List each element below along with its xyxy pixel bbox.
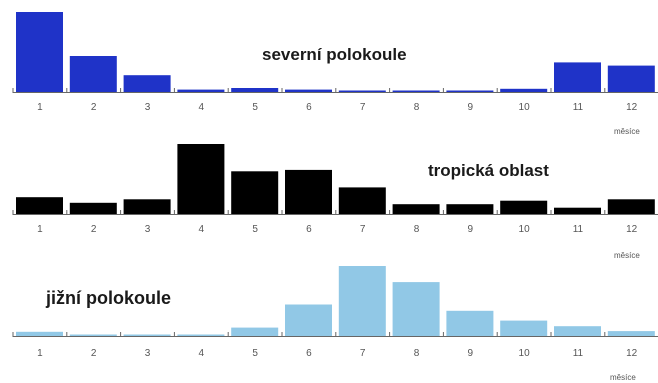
tick-label-south-7: 7 xyxy=(360,348,366,359)
tick-label-south-1: 1 xyxy=(37,348,43,359)
chart-south: jižní polokoule měsíce 1 2 3 4 5 6 7 8 9 10 11 12 xyxy=(12,266,658,382)
bar-south-2 xyxy=(69,334,117,336)
bar-south-9 xyxy=(446,310,494,336)
bar-tropics-12 xyxy=(607,199,655,214)
bar-tropics-5 xyxy=(231,171,279,214)
tick-label-north-1: 1 xyxy=(37,102,43,113)
tick-label-tropics-1: 1 xyxy=(37,224,43,235)
tick-label-north-11: 11 xyxy=(573,102,584,113)
tick-label-tropics-7: 7 xyxy=(360,224,366,235)
tick-label-north-9: 9 xyxy=(468,102,474,113)
tick-label-north-7: 7 xyxy=(360,102,366,113)
bar-south-5 xyxy=(231,327,279,336)
bar-north-6 xyxy=(285,89,332,92)
bar-south-3 xyxy=(123,334,171,336)
tick-label-south-2: 2 xyxy=(91,348,97,359)
tick-label-tropics-9: 9 xyxy=(468,224,474,235)
x-axis-label-south: měsíce xyxy=(610,373,636,382)
bar-north-4 xyxy=(177,89,225,92)
tick-label-tropics-4: 4 xyxy=(199,224,205,235)
bar-tropics-1 xyxy=(16,197,63,214)
bar-south-12 xyxy=(607,331,655,336)
chart-title-south: jižní polokoule xyxy=(45,288,171,308)
chart-north: severní polokoule měsíce 1 2 3 4 5 6 7 8 9 10 11 12 xyxy=(12,12,658,136)
tick-label-south-10: 10 xyxy=(519,348,531,359)
bar-south-7 xyxy=(338,266,386,336)
tick-label-north-8: 8 xyxy=(414,102,420,113)
bar-tropics-11 xyxy=(554,207,601,214)
tick-label-north-6: 6 xyxy=(306,102,312,113)
tick-label-south-4: 4 xyxy=(199,348,205,359)
bar-north-10 xyxy=(500,88,548,92)
bar-tropics-2 xyxy=(69,202,117,214)
bar-tropics-6 xyxy=(285,169,332,214)
bar-north-9 xyxy=(446,90,494,92)
tick-label-north-4: 4 xyxy=(199,102,205,113)
tick-label-north-12: 12 xyxy=(626,102,638,113)
tick-label-tropics-8: 8 xyxy=(414,224,420,235)
bar-north-11 xyxy=(554,62,601,92)
tick-label-north-5: 5 xyxy=(252,102,258,113)
tick-label-tropics-10: 10 xyxy=(519,224,531,235)
tick-label-tropics-12: 12 xyxy=(626,224,638,235)
chart-title-north: severní polokoule xyxy=(262,45,407,64)
bar-south-11 xyxy=(554,326,601,336)
tick-label-south-12: 12 xyxy=(626,348,638,359)
bar-north-1 xyxy=(16,12,63,92)
bar-tropics-7 xyxy=(338,187,386,214)
tick-label-tropics-5: 5 xyxy=(252,224,258,235)
bar-tropics-8 xyxy=(392,204,440,214)
bar-tropics-9 xyxy=(446,204,494,214)
tick-label-south-5: 5 xyxy=(252,348,258,359)
tick-label-north-10: 10 xyxy=(519,102,531,113)
bar-north-7 xyxy=(338,90,386,92)
bar-north-12 xyxy=(607,65,655,92)
bar-north-2 xyxy=(69,56,117,92)
bar-north-5 xyxy=(231,88,279,92)
tick-label-tropics-11: 11 xyxy=(573,224,584,235)
tick-label-tropics-6: 6 xyxy=(306,224,312,235)
bar-south-8 xyxy=(392,282,440,336)
bar-south-10 xyxy=(500,320,548,336)
tick-label-north-3: 3 xyxy=(145,102,151,113)
bar-north-3 xyxy=(123,75,171,92)
tick-label-south-8: 8 xyxy=(414,348,420,359)
tick-label-tropics-2: 2 xyxy=(91,224,97,235)
bar-tropics-10 xyxy=(500,200,548,214)
bar-tropics-3 xyxy=(123,199,171,214)
tick-label-south-6: 6 xyxy=(306,348,312,359)
bar-south-6 xyxy=(285,304,332,336)
tick-label-north-2: 2 xyxy=(91,102,97,113)
bar-south-4 xyxy=(177,334,225,336)
tick-label-south-11: 11 xyxy=(573,348,584,359)
x-axis-label-tropics: měsíce xyxy=(614,251,640,260)
tick-label-south-3: 3 xyxy=(145,348,151,359)
x-axis-label-north: měsíce xyxy=(614,127,640,136)
tick-label-tropics-3: 3 xyxy=(145,224,151,235)
bar-tropics-4 xyxy=(177,144,225,214)
tick-label-south-9: 9 xyxy=(468,348,474,359)
bar-north-8 xyxy=(392,90,440,92)
chart-title-tropics: tropická oblast xyxy=(428,161,549,180)
chart-tropics: tropická oblast měsíce 1 2 3 4 5 6 7 8 9 10 11 12 xyxy=(12,144,658,260)
bar-south-1 xyxy=(16,331,63,336)
